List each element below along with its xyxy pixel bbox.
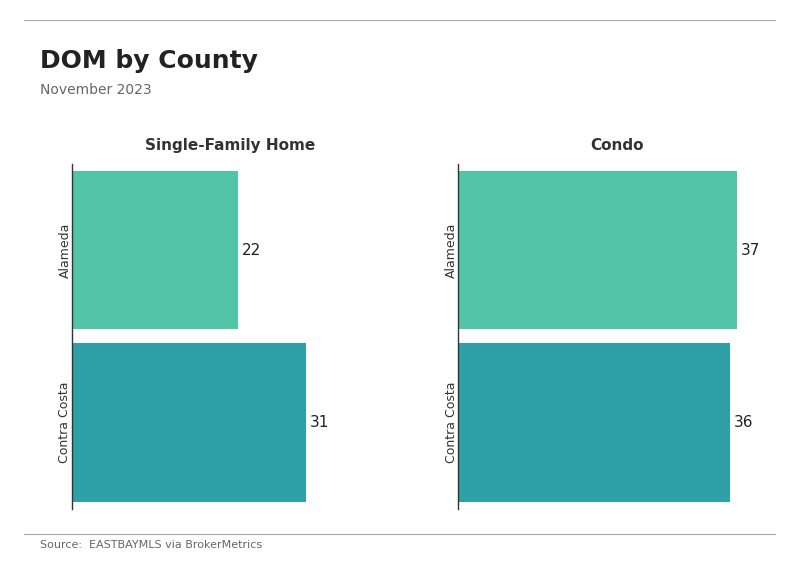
Text: November 2023: November 2023 (40, 83, 152, 97)
Text: DOM by County: DOM by County (40, 49, 258, 73)
Title: Single-Family Home: Single-Family Home (145, 138, 316, 153)
Bar (72, 343, 306, 502)
Text: 36: 36 (733, 415, 753, 430)
Text: 31: 31 (309, 415, 329, 430)
Title: Condo: Condo (590, 138, 643, 153)
Bar (72, 171, 238, 329)
Text: 22: 22 (241, 243, 260, 258)
Bar (459, 343, 729, 502)
Text: Source:  EASTBAYMLS via BrokerMetrics: Source: EASTBAYMLS via BrokerMetrics (40, 540, 262, 550)
Bar (459, 171, 737, 329)
Text: 37: 37 (741, 243, 761, 258)
